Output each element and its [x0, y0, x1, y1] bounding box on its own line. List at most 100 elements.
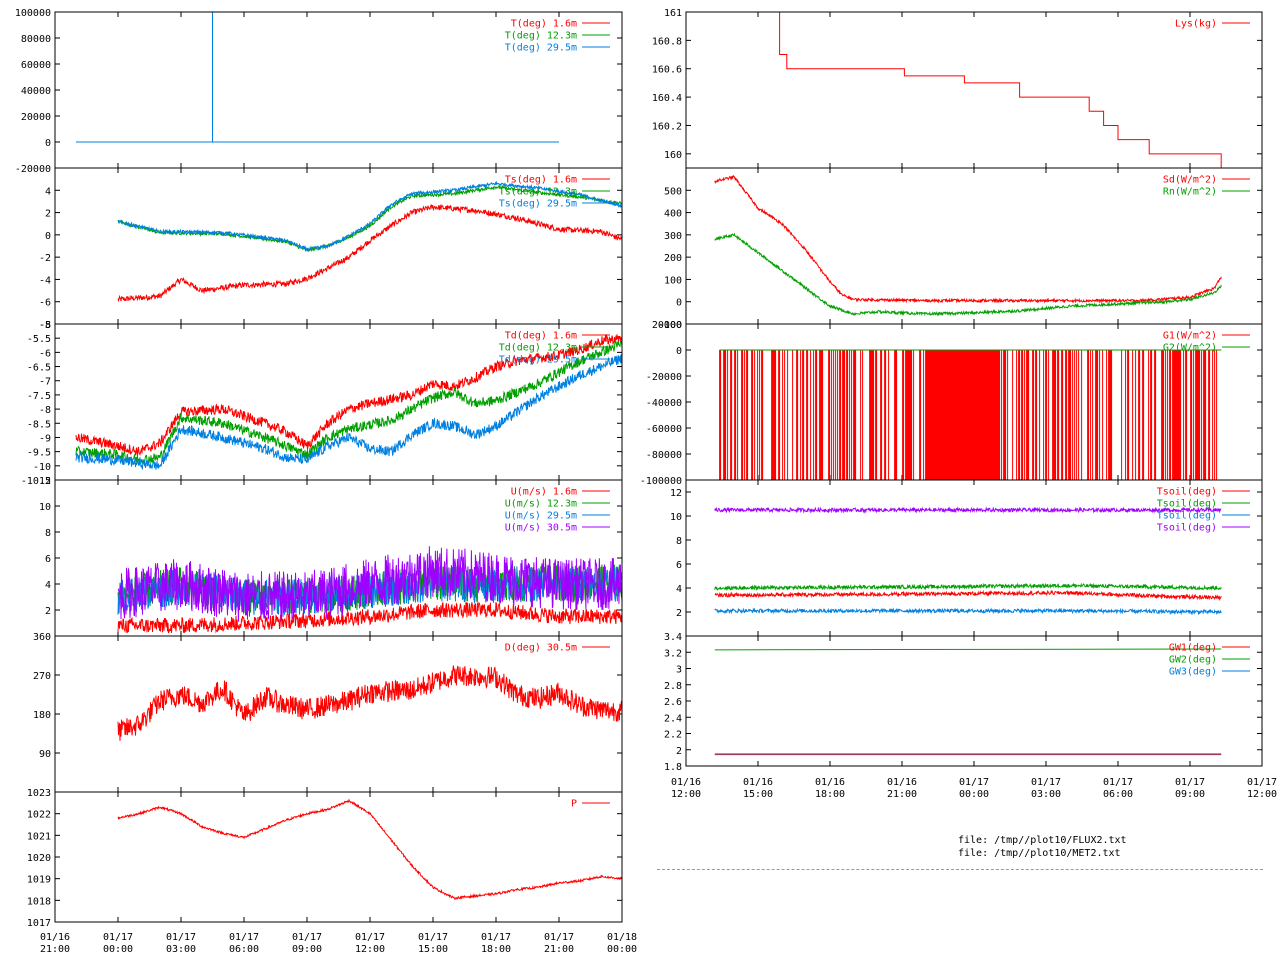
y-tick-label: 2.4 [664, 713, 682, 724]
series-line [714, 582, 1222, 592]
legend-label: Tsoil(deg) [1157, 499, 1217, 510]
y-tick-label: 1.8 [664, 762, 682, 773]
plot-frame [685, 11, 1263, 169]
y-tick-label: -8.5 [27, 419, 51, 430]
series-line [76, 12, 559, 143]
series-group [117, 798, 622, 900]
y-tick-label: -10 [33, 462, 51, 473]
x-tick-label: 12:00 [671, 789, 701, 800]
legend-label: Lys(kg) [1175, 19, 1217, 30]
y-tick-label: -40000 [646, 398, 682, 409]
y-tick-label: 0 [45, 138, 51, 149]
series-group [117, 665, 622, 741]
chart-panel-U: 2 4 6 8 10 12 U(m/s) 1.6mU(m/s) 12.3mU(m/s) 29… [39, 476, 623, 637]
y-tick-label: -4 [39, 275, 51, 286]
series-group [714, 174, 1222, 317]
y-tick-label: 8 [676, 536, 682, 547]
x-tick-label: 03:00 [1031, 789, 1061, 800]
x-tick-label: 15:00 [418, 944, 448, 955]
series-line [714, 648, 1222, 651]
y-tick-label: 360 [33, 632, 51, 643]
y-tick-label: 4 [45, 186, 51, 197]
legend-label: Sd(W/m^2) [1163, 175, 1217, 186]
legend-label: Td(deg) 29.5m [499, 355, 577, 366]
chart-panel-GW: 1.8 2 2.2 2.4 2.6 2.8 3 3.2 3.4 GW1(deg)GW2(deg)G… [664, 632, 1263, 773]
legend-label: Tsoil(deg) [1157, 523, 1217, 534]
x-tick-label: 01/17 [1247, 777, 1277, 788]
chart-panel-G: -100000 -80000 -60000 -40000 -20000 0 20000 G1(… [640, 320, 1263, 487]
x-tick-label: 01/16 [887, 777, 917, 788]
legend-label: T(deg) 12.3m [505, 31, 577, 42]
y-tick-label: -5 [39, 320, 51, 331]
x-tick-label: 21:00 [40, 944, 70, 955]
y-tick-label: 6 [45, 554, 51, 565]
series-group [774, 12, 1262, 168]
y-tick-label: -7 [39, 377, 51, 388]
series-line [117, 546, 622, 623]
x-tick-label: 18:00 [815, 789, 845, 800]
series-line [117, 665, 622, 741]
legend-label: U(m/s) 30.5m [505, 523, 577, 534]
plot-frame [685, 635, 1263, 767]
x-tick-label: 06:00 [1103, 789, 1133, 800]
y-tick-label: 12 [670, 488, 682, 499]
x-tick-label: 01/17 [481, 932, 511, 943]
series-line [774, 12, 1262, 168]
file-line: file: /tmp//plot10/MET2.txt [958, 848, 1121, 859]
legend-label: U(m/s) 29.5m [505, 511, 577, 522]
file-line: file: /tmp//plot10/FLUX2.txt [958, 835, 1127, 846]
x-tick-label: 01/17 [103, 932, 133, 943]
chart-panel-D: 90 180 270 360 D(deg) 30.5m [33, 632, 623, 793]
x-tick-label: 21:00 [544, 944, 574, 955]
y-tick-label: 80000 [21, 34, 51, 45]
legend-label: GW3(deg) [1169, 667, 1217, 678]
series-group [75, 333, 622, 471]
y-tick-label: 60000 [21, 60, 51, 71]
chart-panel-Rad: -100 0 100 200 300 400 500 Sd(W/m^2)Rn(W/m^2) [658, 167, 1263, 331]
x-tick-label: 12:00 [1247, 789, 1277, 800]
x-tick-label: 01/17 [418, 932, 448, 943]
x-tick-label: 01/16 [671, 777, 701, 788]
plot-frame [54, 791, 623, 923]
series-line [714, 607, 1222, 616]
series-line [117, 180, 622, 252]
y-tick-label: -9.5 [27, 448, 51, 459]
y-tick-label: 10 [39, 502, 51, 513]
series-line [714, 232, 1222, 317]
y-tick-label: -10.5 [21, 476, 51, 487]
y-tick-label: 2.6 [664, 697, 682, 708]
y-tick-label: 2.8 [664, 681, 682, 692]
y-tick-label: 4 [676, 584, 682, 595]
y-tick-label: 4 [45, 580, 51, 591]
y-tick-label: -5.5 [27, 334, 51, 345]
series-line [75, 354, 622, 471]
series-group [719, 349, 1222, 480]
x-tick-label: 03:00 [166, 944, 196, 955]
y-tick-label: 1023 [27, 788, 51, 799]
series-group [117, 546, 622, 634]
y-tick-label: -60000 [646, 424, 682, 435]
series-line [75, 333, 622, 457]
y-tick-label: -8 [39, 405, 51, 416]
y-tick-label: -100 [658, 320, 682, 331]
y-tick-label: 8 [45, 528, 51, 539]
legend-label: GW1(deg) [1169, 643, 1217, 654]
y-tick-label: -7.5 [27, 391, 51, 402]
y-tick-label: 160.2 [652, 121, 682, 132]
y-tick-label: 0 [45, 231, 51, 242]
y-tick-label: 1021 [27, 831, 51, 842]
x-tick-label: 09:00 [292, 944, 322, 955]
y-tick-label: 40000 [21, 86, 51, 97]
y-tick-label: 160.6 [652, 65, 682, 76]
y-tick-label: 0 [676, 346, 682, 357]
y-tick-label: 180 [33, 710, 51, 721]
legend-label: G1(W/m^2) [1163, 331, 1217, 342]
y-tick-label: 1020 [27, 853, 51, 864]
series-line [75, 340, 622, 466]
x-tick-label: 01/16 [743, 777, 773, 788]
legend-label: Tsoil(deg) [1157, 487, 1217, 498]
x-tick-label: 12:00 [355, 944, 385, 955]
y-tick-label: -20000 [646, 372, 682, 383]
